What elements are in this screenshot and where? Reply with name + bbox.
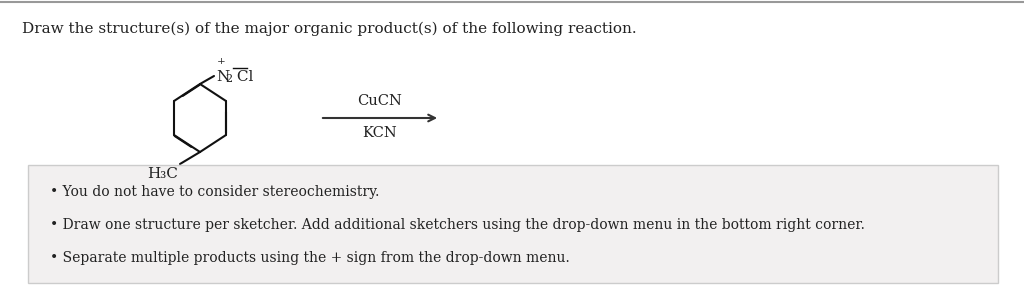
- Text: N: N: [216, 70, 229, 84]
- Text: 2: 2: [225, 74, 232, 84]
- Text: +: +: [217, 57, 225, 67]
- Bar: [28, 165, 998, 283]
- Text: Draw the structure(s) of the major organic product(s) of the following reaction.: Draw the structure(s) of the major organ…: [22, 22, 637, 36]
- Text: • Separate multiple products using the + sign from the drop-down menu.: • Separate multiple products using the +…: [50, 251, 569, 265]
- Text: • Draw one structure per sketcher. Add additional sketchers using the drop-down : • Draw one structure per sketcher. Add a…: [50, 218, 865, 232]
- Text: KCN: KCN: [362, 126, 397, 140]
- Text: H₃C: H₃C: [147, 167, 178, 181]
- Text: Cl: Cl: [232, 70, 253, 84]
- Text: • You do not have to consider stereochemistry.: • You do not have to consider stereochem…: [50, 185, 379, 199]
- Text: CuCN: CuCN: [357, 94, 402, 108]
